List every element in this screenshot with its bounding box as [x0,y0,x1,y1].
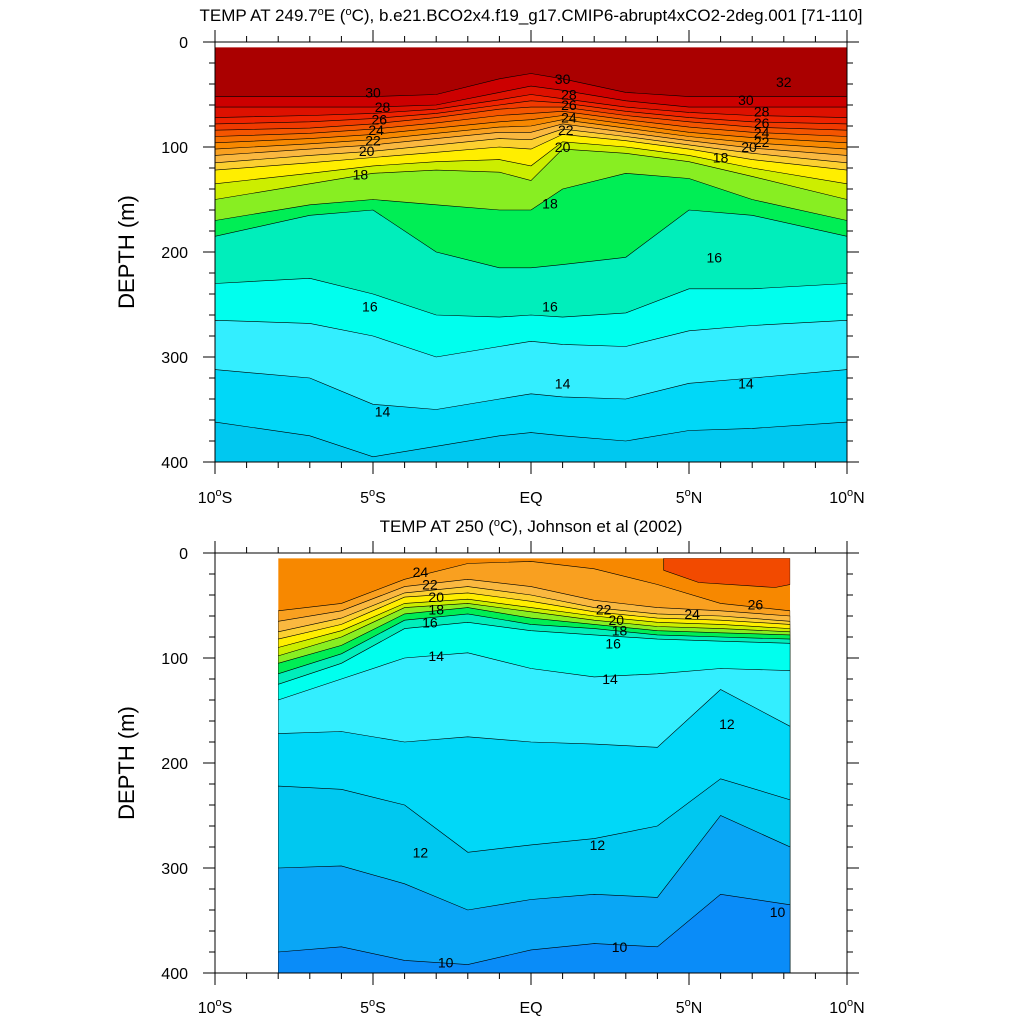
contour-label: 24 [561,110,577,126]
contour-label: 10 [612,939,628,955]
y-tick-label: 400 [161,455,188,472]
x-tick-label: 10oS [198,997,233,1017]
y-tick-label: 200 [161,756,188,773]
contour-label: 30 [365,84,381,100]
contour-label: 20 [609,612,625,628]
contour-label: 20 [555,139,571,155]
contour-label: 10 [438,955,454,971]
y-tick-label: 0 [179,546,188,563]
contour-label: 28 [375,99,391,115]
contour-label: 18 [542,196,558,212]
contour-label: 12 [590,837,606,853]
contour-label: 14 [602,671,618,687]
contour-label: 26 [561,97,577,113]
contour-label: 22 [596,602,612,618]
x-tick-label: 5oN [676,487,703,507]
y-tick-label: 200 [161,245,188,262]
contour-label: 16 [362,299,378,315]
y-tick-label: 100 [161,140,188,157]
contour-band-11 [278,815,791,973]
y-axis-label: DEPTH (m) [114,195,139,309]
contour-label: 30 [738,92,754,108]
contour-label: 24 [368,122,384,138]
contour-label: 18 [428,602,444,618]
contour-label: 16 [542,299,558,315]
contour-label: 26 [372,112,388,128]
chart-title: TEMP AT 250 (oC), Johnson et al (2002) [380,517,683,536]
contour-label: 10 [770,904,786,920]
contour-label: 14 [375,404,391,420]
contour-band-10 [278,893,791,973]
y-tick-label: 0 [179,35,188,52]
contour-label: 12 [719,716,735,732]
contour-label: 18 [713,150,729,166]
contour-label: 28 [561,87,577,103]
contour-label: 14 [738,375,754,391]
contour-label: 16 [422,614,438,630]
contour-fills [215,47,847,462]
contour-patch-warm [663,558,791,588]
contour-label: 28 [754,103,770,119]
contour-label: 22 [422,577,438,593]
x-tick-label: EQ [519,490,542,507]
y-tick-label: 300 [161,350,188,367]
contour-label: 16 [706,249,722,265]
contour-label: 12 [413,844,429,860]
contour-label: 16 [605,635,621,651]
contour-fills [278,558,791,973]
contour-label: 20 [359,143,375,159]
y-tick-label: 100 [161,651,188,668]
x-tick-label: 10oS [198,487,233,507]
contour-label: 18 [353,166,369,182]
x-tick-label: 10oN [829,997,864,1017]
y-axis-label: DEPTH (m) [114,706,139,820]
y-tick-label: 300 [161,861,188,878]
x-tick-label: 5oS [360,487,386,507]
contour-label: 30 [555,71,571,87]
contour-label: 32 [776,74,792,90]
contour-label: 22 [558,122,574,138]
contour-label: 26 [754,115,770,131]
contour-label: 22 [754,134,770,150]
chart-title: TEMP AT 249.7oE (oC), b.e21.BCO2x4.f19_g… [199,6,862,25]
contour-label: 22 [365,133,381,149]
y-tick-label: 400 [161,966,188,983]
x-tick-label: EQ [519,1000,542,1017]
x-tick-label: 5oN [676,997,703,1017]
x-tick-label: 5oS [360,997,386,1017]
contour-label: 14 [428,648,444,664]
contour-band-12 [215,421,847,462]
contour-label: 18 [612,623,628,639]
contour-label: 20 [428,589,444,605]
contour-label: 24 [413,564,429,580]
contour-label: 20 [741,139,757,155]
contour-label: 24 [684,606,700,622]
contour-label: 14 [555,375,571,391]
contour-label: 24 [754,124,770,140]
x-tick-label: 10oN [829,487,864,507]
contour-label: 26 [748,596,764,612]
